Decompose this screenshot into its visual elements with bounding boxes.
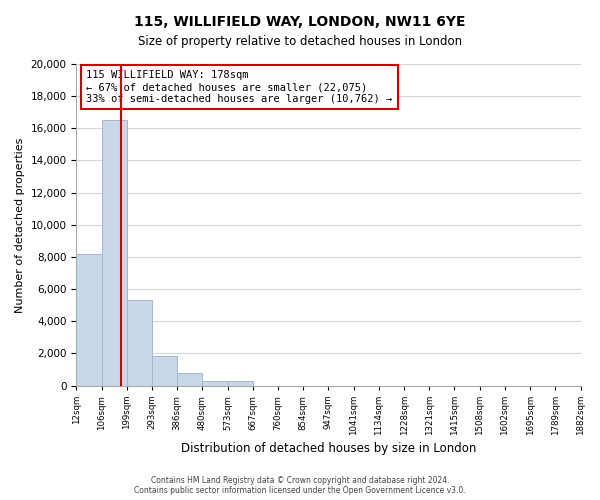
Text: 115 WILLIFIELD WAY: 178sqm
← 67% of detached houses are smaller (22,075)
33% of : 115 WILLIFIELD WAY: 178sqm ← 67% of deta…: [86, 70, 393, 104]
Bar: [152, 356, 177, 386]
Bar: [101, 120, 127, 386]
X-axis label: Distribution of detached houses by size in London: Distribution of detached houses by size …: [181, 442, 476, 455]
Bar: [227, 380, 253, 386]
Bar: [177, 373, 202, 386]
Text: 115, WILLIFIELD WAY, LONDON, NW11 6YE: 115, WILLIFIELD WAY, LONDON, NW11 6YE: [134, 15, 466, 29]
Text: Size of property relative to detached houses in London: Size of property relative to detached ho…: [138, 35, 462, 48]
Y-axis label: Number of detached properties: Number of detached properties: [15, 137, 25, 312]
Bar: [127, 300, 152, 386]
Bar: [202, 380, 227, 386]
Bar: [76, 254, 101, 386]
Text: Contains HM Land Registry data © Crown copyright and database right 2024.
Contai: Contains HM Land Registry data © Crown c…: [134, 476, 466, 495]
